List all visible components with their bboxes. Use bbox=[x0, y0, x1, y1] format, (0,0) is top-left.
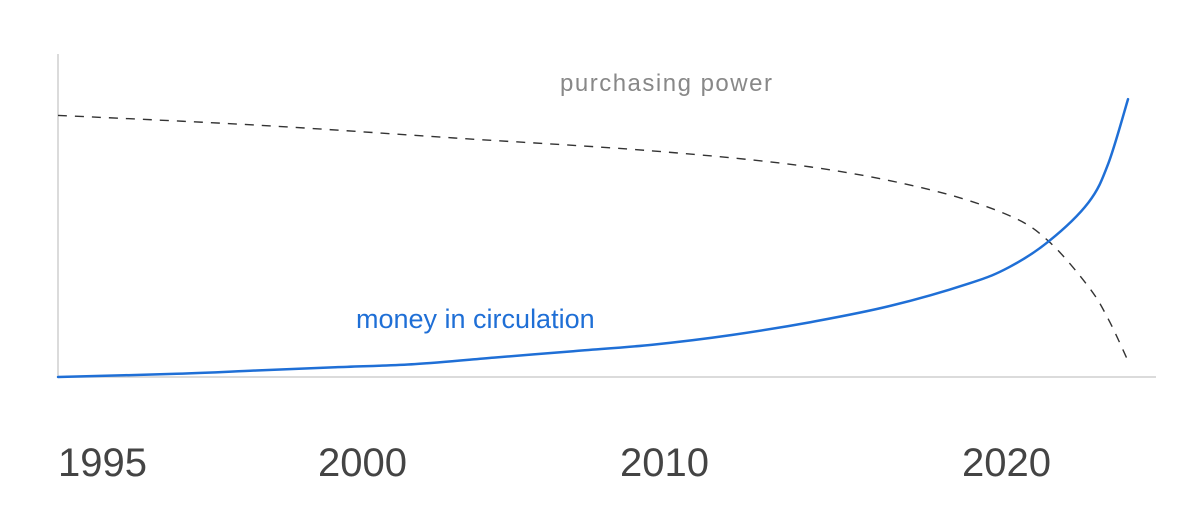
series-label-money-in-circulation: money in circulation bbox=[356, 304, 595, 334]
series-label-purchasing-power: purchasing power bbox=[560, 70, 773, 97]
series-line-purchasing-power bbox=[57, 114, 1129, 362]
x-tick-label: 1995 bbox=[58, 441, 147, 485]
x-tick-label: 2020 bbox=[962, 441, 1051, 485]
series-line-money-in-circulation bbox=[56, 97, 1130, 379]
x-tick-labels: 1995 2000 2010 2020 bbox=[58, 441, 1051, 485]
x-tick-label: 2000 bbox=[318, 441, 407, 485]
x-tick-label: 2010 bbox=[620, 441, 709, 485]
